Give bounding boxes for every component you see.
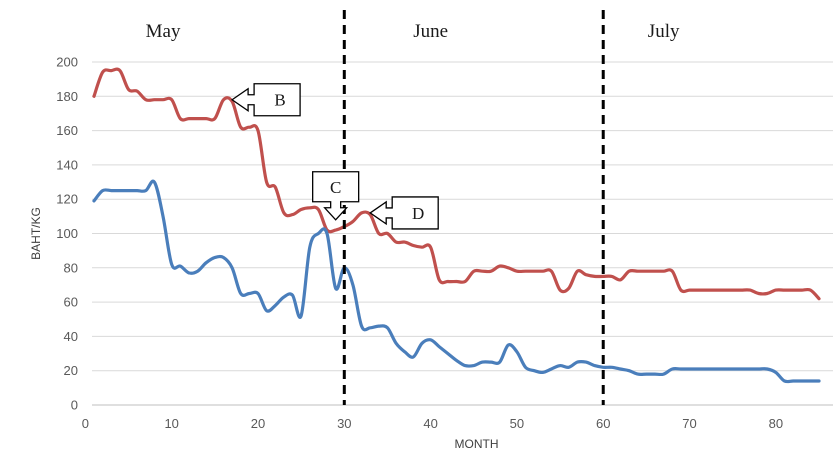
x-tick-label: 10 bbox=[164, 416, 178, 431]
x-tick-label: 80 bbox=[769, 416, 783, 431]
y-tick-label: 100 bbox=[56, 226, 78, 241]
y-axis: 0 20 40 60 80 100 120 140 160 180 200 bbox=[56, 55, 78, 413]
x-tick-label: 0 bbox=[82, 416, 89, 431]
y-tick-label: 60 bbox=[64, 295, 78, 310]
month-labels: May June July bbox=[146, 21, 680, 42]
x-axis-title: MONTH bbox=[455, 437, 499, 451]
series-group bbox=[92, 67, 821, 384]
y-tick-label: 120 bbox=[56, 192, 78, 207]
x-tick-label: 50 bbox=[510, 416, 524, 431]
x-tick-label: 30 bbox=[337, 416, 351, 431]
y-tick-label: 200 bbox=[56, 55, 78, 70]
series-line-2 bbox=[92, 179, 821, 384]
y-tick-label: 80 bbox=[64, 260, 78, 275]
y-tick-label: 40 bbox=[64, 329, 78, 344]
y-axis-title: BAHT/KG bbox=[29, 207, 43, 260]
month-label: July bbox=[648, 21, 680, 42]
callouts: B C D bbox=[230, 83, 439, 230]
series-line-1 bbox=[92, 67, 821, 301]
x-tick-label: 20 bbox=[251, 416, 265, 431]
x-tick-label: 60 bbox=[596, 416, 610, 431]
y-tick-label: 180 bbox=[56, 89, 78, 104]
month-label: June bbox=[413, 21, 448, 42]
y-tick-label: 140 bbox=[56, 157, 78, 172]
callout-label-b: B bbox=[274, 91, 285, 110]
y-tick-label: 20 bbox=[64, 363, 78, 378]
gridlines bbox=[92, 61, 833, 406]
callout-label-c: C bbox=[330, 178, 341, 197]
x-tick-label: 70 bbox=[682, 416, 696, 431]
callout-label-d: D bbox=[412, 204, 424, 223]
callout-arrow-d bbox=[369, 196, 439, 230]
y-tick-label: 0 bbox=[71, 398, 78, 413]
y-tick-label: 160 bbox=[56, 123, 78, 138]
callout-arrow-c bbox=[312, 171, 360, 221]
month-label: May bbox=[146, 21, 181, 42]
x-axis: 0 10 20 30 40 50 60 70 80 bbox=[82, 416, 783, 431]
callout-arrow-b bbox=[230, 83, 301, 117]
x-tick-label: 40 bbox=[423, 416, 437, 431]
